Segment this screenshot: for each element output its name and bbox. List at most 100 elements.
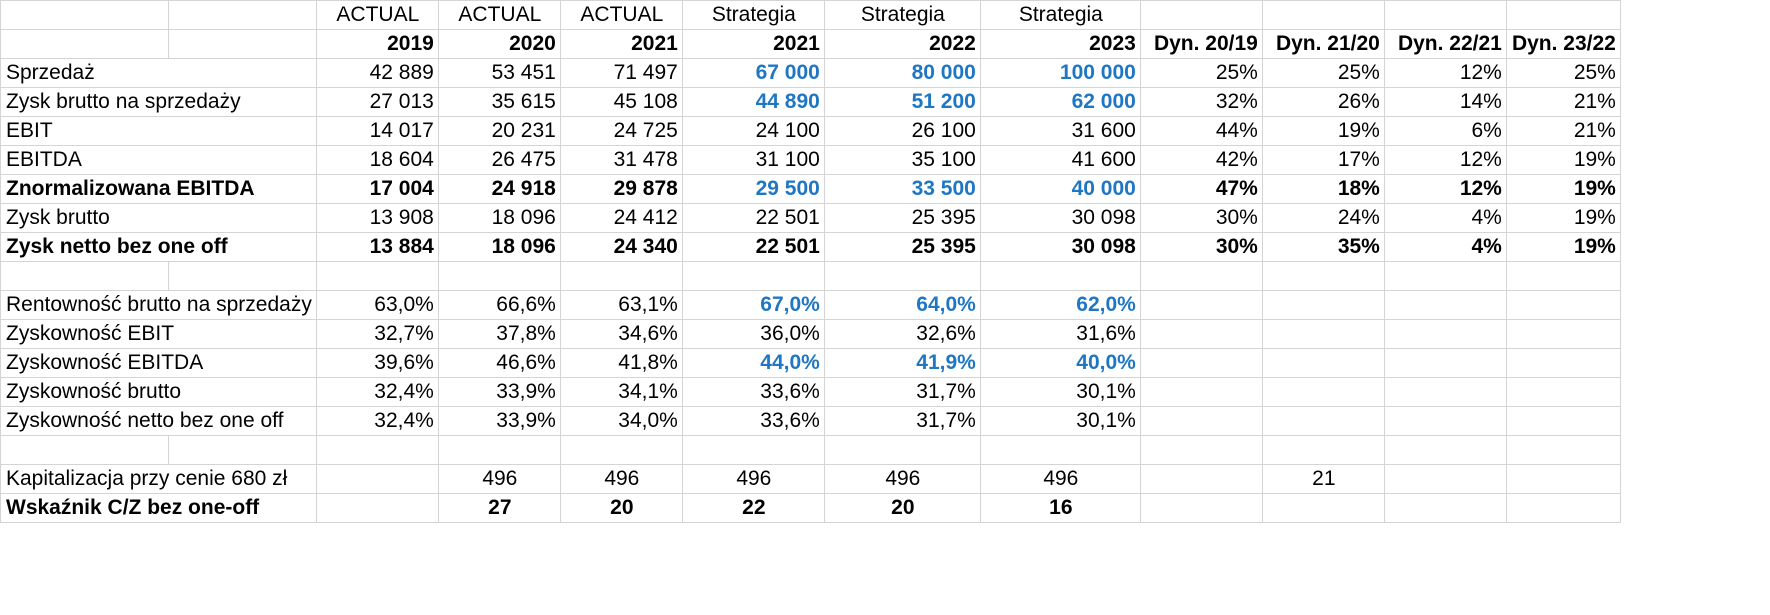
value-cell[interactable]: 41 600 [979,145,1141,175]
value-cell[interactable]: 46,6% [437,348,561,378]
value-cell[interactable]: 13 908 [315,203,439,233]
cell[interactable] [1383,435,1507,465]
row-label[interactable]: EBITDA [0,145,317,175]
value-cell[interactable]: 35 615 [437,87,561,117]
value-cell[interactable]: 37,8% [437,319,561,349]
cell[interactable] [0,29,170,59]
cell[interactable] [1505,290,1621,320]
value-cell[interactable]: 18 604 [315,145,439,175]
value-cell[interactable]: 31,6% [979,319,1141,349]
cell[interactable] [1139,319,1263,349]
value-cell[interactable]: 13 884 [315,232,439,262]
value-cell[interactable]: 34,6% [559,319,683,349]
cell[interactable] [315,493,439,523]
value-cell[interactable]: 14 017 [315,116,439,146]
cell[interactable] [1139,464,1263,494]
value-cell[interactable]: 41,9% [823,348,981,378]
value-cell[interactable]: 20 [823,493,981,523]
value-cell[interactable]: 30 098 [979,232,1141,262]
cell[interactable] [1505,435,1621,465]
value-cell[interactable]: 63,1% [559,290,683,320]
value-cell[interactable]: 51 200 [823,87,981,117]
cell[interactable] [559,261,683,291]
row-label[interactable]: Zysk brutto [0,203,317,233]
cell[interactable] [1505,0,1621,30]
year-cell[interactable]: 2022 [823,29,981,59]
cell[interactable] [1261,319,1385,349]
value-cell[interactable]: 496 [979,464,1141,494]
value-cell[interactable]: 47% [1139,174,1263,204]
value-cell[interactable]: 22 501 [681,232,825,262]
cell[interactable] [1139,493,1263,523]
value-cell[interactable]: 66,6% [437,290,561,320]
value-cell[interactable]: 64,0% [823,290,981,320]
value-cell[interactable]: 25 395 [823,232,981,262]
value-cell[interactable]: 67,0% [681,290,825,320]
cell[interactable] [979,435,1141,465]
value-cell[interactable]: 62,0% [979,290,1141,320]
value-cell[interactable]: 22 [681,493,825,523]
value-cell[interactable]: 30% [1139,203,1263,233]
value-cell[interactable]: 31,7% [823,377,981,407]
cell[interactable] [1261,406,1385,436]
value-cell[interactable]: 34,1% [559,377,683,407]
cell[interactable] [1261,0,1385,30]
value-cell[interactable]: 31 600 [979,116,1141,146]
value-cell[interactable]: 27 [437,493,561,523]
cell[interactable] [1505,261,1621,291]
value-cell[interactable]: 40 000 [979,174,1141,204]
cell[interactable] [1505,348,1621,378]
cell[interactable] [1261,290,1385,320]
value-cell[interactable]: 62 000 [979,87,1141,117]
cell[interactable] [1139,0,1263,30]
cell[interactable] [315,464,439,494]
value-cell[interactable]: 12% [1383,145,1507,175]
value-cell[interactable]: 31 478 [559,145,683,175]
value-cell[interactable]: 17% [1261,145,1385,175]
value-cell[interactable]: 44% [1139,116,1263,146]
value-cell[interactable]: 25 395 [823,203,981,233]
value-cell[interactable]: 496 [681,464,825,494]
row-label[interactable]: Znormalizowana EBITDA [0,174,317,204]
cell[interactable] [0,0,170,30]
cell[interactable] [1139,406,1263,436]
value-cell[interactable]: 19% [1505,232,1621,262]
value-cell[interactable]: 100 000 [979,58,1141,88]
value-cell[interactable]: 44 890 [681,87,825,117]
value-cell[interactable]: 12% [1383,58,1507,88]
value-cell[interactable]: 20 231 [437,116,561,146]
value-cell[interactable]: 12% [1383,174,1507,204]
cell[interactable] [0,261,170,291]
value-cell[interactable]: 33,9% [437,377,561,407]
value-cell[interactable]: 32,4% [315,406,439,436]
value-cell[interactable]: 31 100 [681,145,825,175]
row-label[interactable]: Wskaźnik C/Z bez one-off [0,493,317,523]
value-cell[interactable]: 24 918 [437,174,561,204]
year-cell[interactable]: 2021 [559,29,683,59]
value-cell[interactable]: 30 098 [979,203,1141,233]
cell[interactable] [0,435,170,465]
year-cell[interactable]: 2023 [979,29,1141,59]
value-cell[interactable]: 29 500 [681,174,825,204]
value-cell[interactable]: 16 [979,493,1141,523]
value-cell[interactable]: 19% [1261,116,1385,146]
cell[interactable] [1383,348,1507,378]
value-cell[interactable]: 41,8% [559,348,683,378]
cell[interactable] [1261,377,1385,407]
value-cell[interactable]: 33 500 [823,174,981,204]
value-cell[interactable]: 30% [1139,232,1263,262]
value-cell[interactable]: 18 096 [437,232,561,262]
value-cell[interactable]: 19% [1505,203,1621,233]
cell[interactable] [1261,261,1385,291]
value-cell[interactable]: 32,7% [315,319,439,349]
value-cell[interactable]: 26 100 [823,116,981,146]
value-cell[interactable]: 80 000 [823,58,981,88]
value-cell[interactable]: 36,0% [681,319,825,349]
value-cell[interactable]: 40,0% [979,348,1141,378]
cell[interactable] [1383,464,1507,494]
value-cell[interactable]: 45 108 [559,87,683,117]
cell[interactable] [1139,348,1263,378]
row-label[interactable]: Sprzedaż [0,58,317,88]
cell[interactable] [1383,0,1507,30]
cell[interactable] [979,261,1141,291]
